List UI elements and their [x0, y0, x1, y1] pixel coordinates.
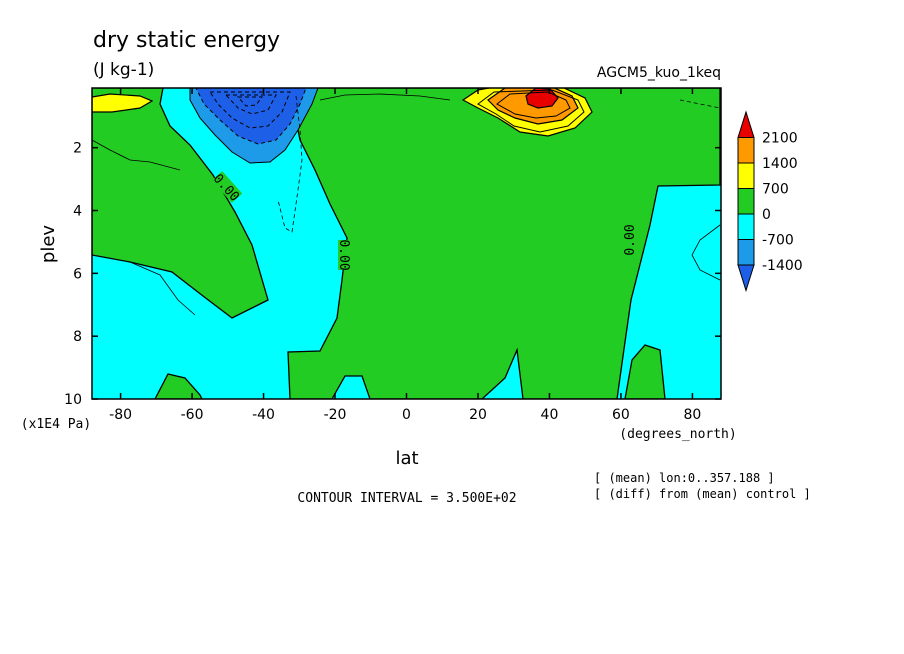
x-axis-label: lat: [395, 448, 418, 469]
x-axis-units: (degrees_north): [619, 427, 736, 442]
colorbar-label: -1400: [762, 258, 803, 274]
y-tick-label: 4: [73, 204, 82, 220]
x-tick-label: 60: [612, 407, 630, 423]
field-contour: [129, 261, 196, 316]
colorbar-label: 700: [762, 182, 789, 198]
colorbar-swatch: [737, 188, 755, 215]
field-contour: [92, 139, 181, 171]
x-tick-label: 0: [402, 407, 411, 423]
y-tick-label: 6: [73, 266, 82, 282]
field-contour: [277, 95, 303, 233]
colorbar-swatch: [737, 110, 755, 138]
x-tick-label: 20: [469, 407, 487, 423]
x-tick-label: -60: [181, 407, 204, 423]
y-tick-label: 2: [73, 141, 82, 157]
x-tick-label: 80: [683, 407, 701, 423]
field-region-yellow: [92, 93, 154, 113]
field-contour: [496, 91, 571, 119]
field-contour: [477, 89, 585, 133]
x-tick-label: -20: [324, 407, 347, 423]
contour-label-bg: [622, 225, 636, 255]
y-axis: 2 4 6 8 10: [64, 141, 721, 408]
contour-label: 0.00: [336, 239, 351, 270]
colorbar-swatch: [737, 264, 755, 293]
colorbar-swatch: [737, 213, 755, 240]
y-axis-label: plev: [38, 225, 59, 264]
x-tick-label: 40: [541, 407, 559, 423]
field-region-negative: [224, 94, 277, 115]
note-mean-lon: [ (mean) lon:0..357.188 ]: [594, 471, 775, 485]
y-tick-label: 8: [73, 329, 82, 345]
contour-label: 0.00: [623, 224, 638, 255]
y-tick-label: 10: [64, 392, 82, 408]
contour-interval: CONTOUR INTERVAL = 3.500E+02: [297, 491, 516, 506]
colorbar: 2100 1400 700 0 -700 -1400: [737, 110, 803, 293]
contour-label-bg: [211, 171, 243, 203]
field-region-negative: [236, 96, 263, 107]
colorbar-label: 0: [762, 207, 771, 223]
field-region-positive: [624, 344, 666, 399]
x-tick-label: -80: [109, 407, 132, 423]
field-contour: [319, 93, 451, 101]
note-diff-control: [ (diff) from (mean) control ]: [594, 487, 811, 501]
field-region-negative: [195, 88, 307, 145]
field-region-positive: [154, 373, 203, 399]
colorbar-label: 1400: [762, 156, 798, 172]
colorbar-label: 2100: [762, 131, 798, 147]
chart-units: (J kg-1): [93, 60, 154, 80]
field-region-negative: [209, 91, 291, 129]
y-axis-units: (x1E4 Pa): [21, 417, 91, 432]
plot-area: [92, 88, 721, 399]
colorbar-swatch: [737, 239, 755, 266]
colorbar-swatch: [737, 137, 755, 164]
field-region-positive: [92, 88, 269, 319]
colorbar-label: -700: [762, 233, 794, 249]
field-contour: [691, 224, 721, 281]
field-region-positive: [287, 88, 721, 399]
x-axis: -80 -60 -40 -20 0 20 40 60 80: [109, 88, 701, 423]
colorbar-swatch: [737, 162, 755, 189]
chart-title: dry static energy: [93, 28, 280, 53]
contour-label-bg: [338, 240, 352, 270]
x-tick-label: -40: [252, 407, 275, 423]
experiment-label: AGCM5_kuo_1keq: [597, 65, 721, 81]
